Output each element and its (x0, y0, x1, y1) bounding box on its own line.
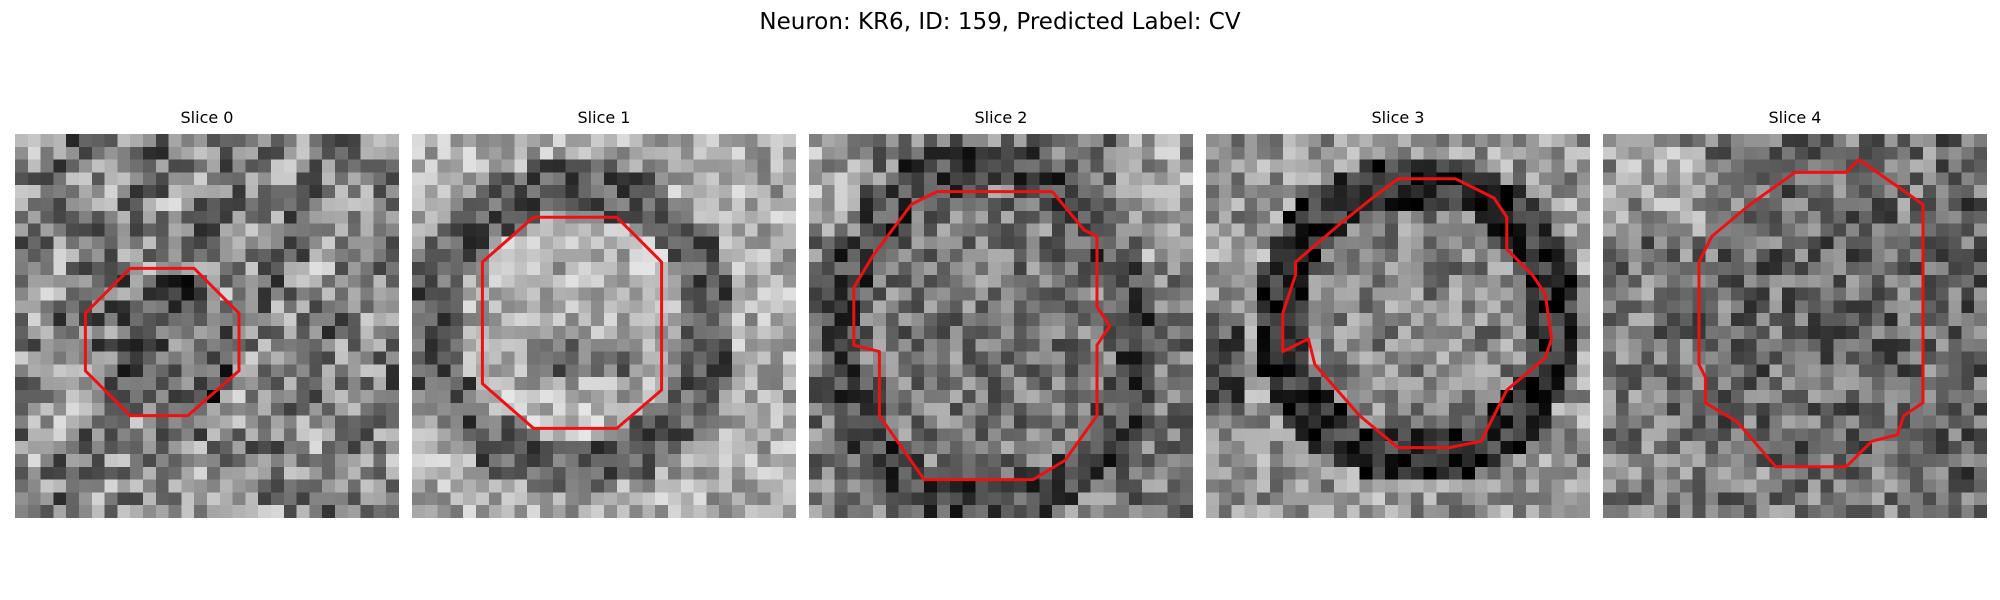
slice-image (1603, 134, 1987, 518)
slice-image (412, 134, 796, 518)
contour-outline (83, 266, 241, 418)
slice-panel-4: Slice 4 (1603, 108, 1987, 518)
contour-outline (852, 190, 1112, 482)
slice-panel-3: Slice 3 (1206, 108, 1590, 518)
slice-image (15, 134, 399, 518)
slice-title: Slice 3 (1371, 108, 1425, 127)
slice-panel-0: Slice 0 (15, 108, 399, 518)
slice-panel-1: Slice 1 (412, 108, 796, 518)
contour-outline (480, 215, 664, 430)
contour-outline (1697, 158, 1925, 469)
contour-outline (1281, 177, 1554, 450)
slice-title: Slice 2 (974, 108, 1028, 127)
slice-title: Slice 4 (1768, 108, 1822, 127)
slice-image (809, 134, 1193, 518)
slice-title: Slice 0 (180, 108, 234, 127)
slice-title: Slice 1 (577, 108, 631, 127)
slice-image (1206, 134, 1590, 518)
figure-title: Neuron: KR6, ID: 159, Predicted Label: C… (759, 9, 1241, 35)
slice-panel-2: Slice 2 (809, 108, 1193, 518)
